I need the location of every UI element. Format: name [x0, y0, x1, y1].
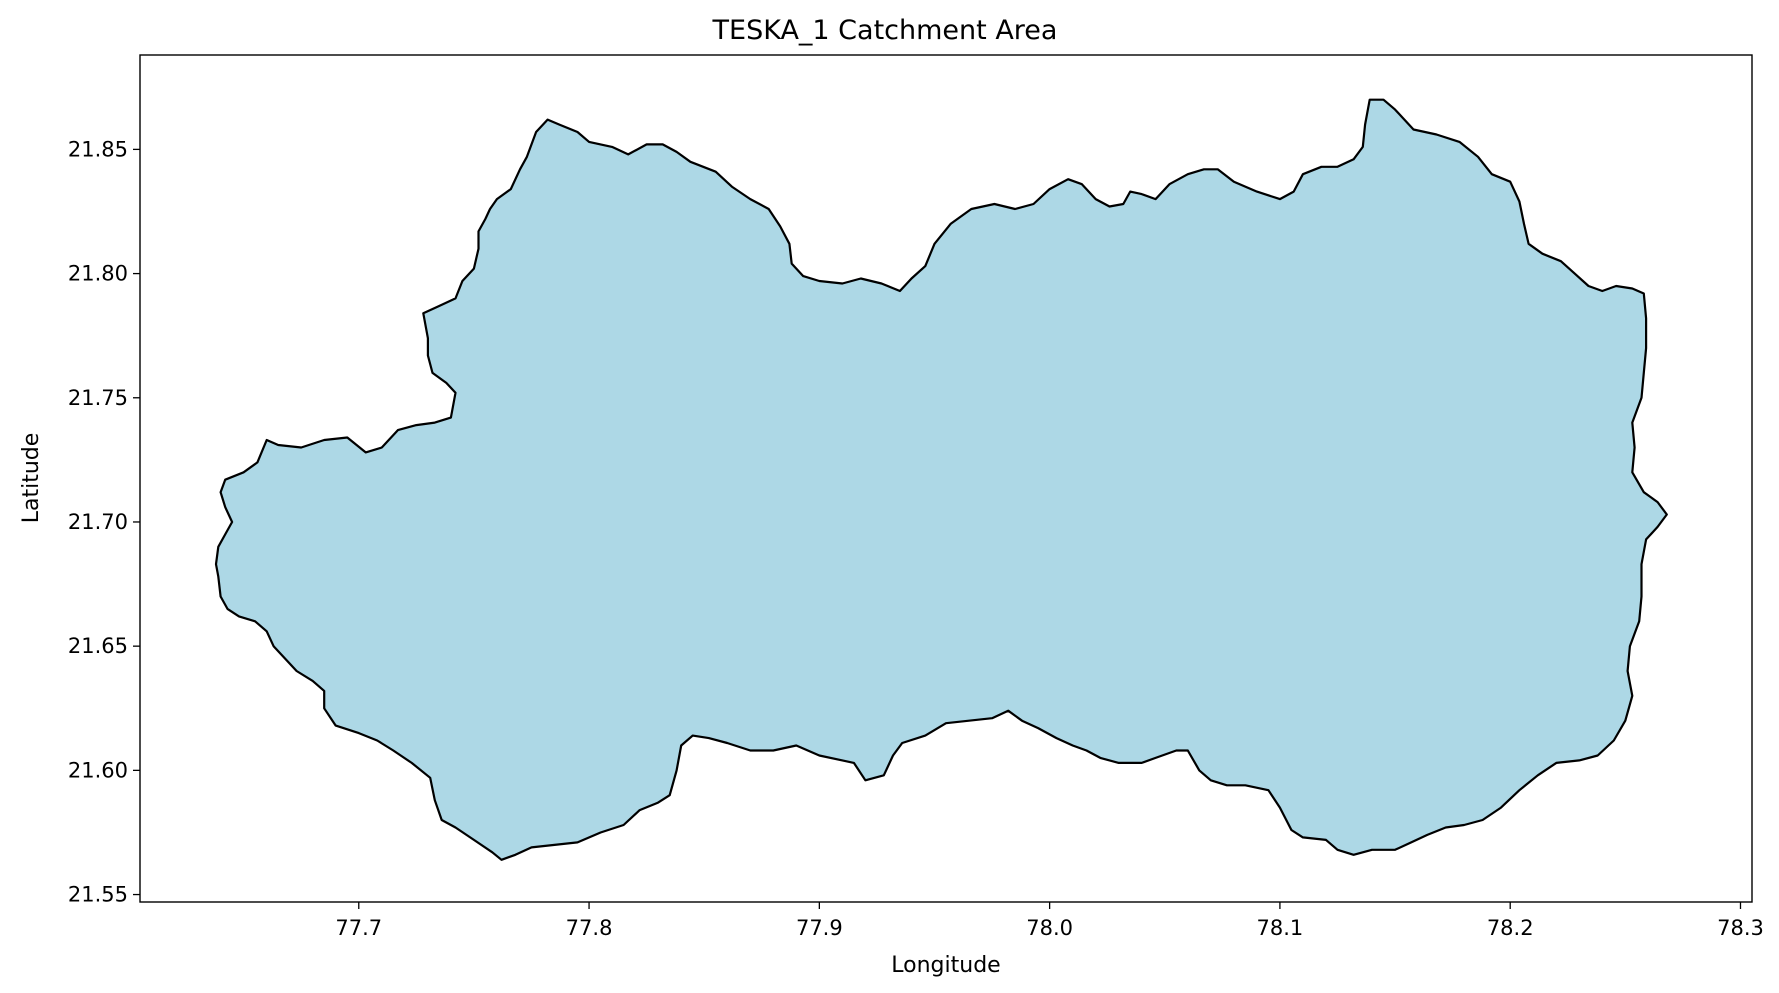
y-axis-label: Latitude [19, 433, 44, 524]
x-axis-ticks: 77.7 77.8 77.9 78.0 78.1 78.2 78.3 [335, 902, 1764, 940]
x-tick-label: 78.0 [1026, 916, 1073, 940]
chart-title: TESKA_1 Catchment Area [712, 15, 1058, 46]
y-tick-label: 21.55 [68, 883, 128, 907]
y-tick-label: 21.75 [68, 386, 128, 410]
y-tick-label: 21.80 [68, 262, 128, 286]
x-axis-label: Longitude [891, 953, 1000, 978]
x-tick-label: 77.9 [796, 916, 843, 940]
catchment-polygon [214, 98, 1668, 861]
axes-frame [139, 54, 1753, 903]
x-tick-label: 77.7 [335, 916, 382, 940]
x-tick-label: 77.8 [566, 916, 613, 940]
plot-area [214, 98, 1668, 861]
y-tick-label: 21.70 [68, 510, 128, 534]
y-tick-label: 21.65 [68, 634, 128, 658]
y-tick-label: 21.60 [68, 758, 128, 782]
x-tick-label: 78.2 [1487, 916, 1534, 940]
y-axis-ticks: 21.55 21.60 21.65 21.70 21.75 21.80 21.85 [68, 137, 140, 907]
x-tick-label: 78.3 [1717, 916, 1764, 940]
x-tick-label: 78.1 [1257, 916, 1304, 940]
y-tick-label: 21.85 [68, 137, 128, 161]
